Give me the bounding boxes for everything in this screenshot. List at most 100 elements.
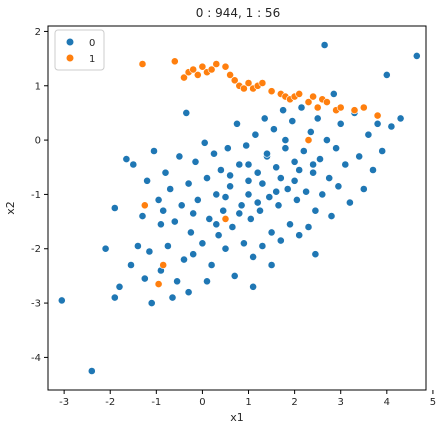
point-class-0-1 — [87, 367, 96, 375]
point-class-1-8 — [207, 65, 216, 74]
point-class-0-22 — [177, 201, 186, 210]
point-class-0-15 — [159, 206, 168, 215]
point-class-0-80 — [313, 114, 322, 123]
point-class-1-29 — [322, 98, 331, 106]
point-class-0-68 — [286, 220, 294, 229]
point-class-0-17 — [163, 242, 172, 250]
point-class-0-23 — [180, 255, 188, 264]
point-class-0-124 — [290, 176, 299, 185]
point-class-0-56 — [258, 242, 267, 250]
point-class-0-77 — [306, 127, 315, 136]
point-class-1-33 — [359, 103, 368, 112]
x-tick-label-3: 0 — [199, 397, 205, 408]
point-class-1-14 — [239, 84, 248, 93]
point-class-0-85 — [325, 174, 334, 182]
point-class-0-27 — [189, 250, 198, 259]
point-class-0-66 — [281, 144, 290, 153]
point-class-0-67 — [283, 185, 292, 193]
x-axis-ticks: -3 -2 -1 0 1 2 3 4 5 — [59, 390, 436, 408]
point-class-0-111 — [267, 261, 276, 269]
point-class-0-118 — [276, 174, 285, 182]
point-class-1-24 — [295, 90, 304, 98]
point-class-1-34 — [373, 111, 382, 120]
point-class-1-15 — [244, 79, 253, 87]
point-class-0-3 — [110, 204, 119, 212]
point-class-0-53 — [251, 130, 260, 139]
point-class-0-112 — [311, 250, 320, 259]
point-class-0-52 — [249, 252, 257, 261]
point-class-0-115 — [221, 193, 230, 201]
point-class-1-10 — [221, 62, 230, 71]
point-class-0-54 — [253, 168, 262, 177]
point-class-0-97 — [369, 166, 377, 174]
point-class-1-31 — [336, 103, 345, 112]
point-class-0-101 — [387, 122, 396, 131]
point-class-0-65 — [279, 106, 287, 115]
point-class-0-60 — [267, 228, 276, 237]
y-tick-label-2: -2 — [31, 244, 41, 255]
x-tick-label-8: 5 — [430, 397, 436, 408]
point-class-0-95 — [359, 185, 368, 193]
point-class-0-100 — [382, 71, 391, 79]
point-class-0-70 — [290, 157, 299, 166]
point-class-1-36 — [154, 280, 163, 288]
point-class-0-50 — [244, 176, 253, 185]
point-class-0-48 — [239, 239, 248, 248]
point-class-0-76 — [304, 223, 313, 231]
y-axis-ticks: -4 -3 -2 -1 0 1 2 — [31, 27, 48, 364]
point-class-1-1 — [170, 57, 179, 66]
point-class-0-28 — [191, 157, 200, 166]
point-class-0-63 — [274, 201, 283, 210]
point-class-0-119 — [295, 166, 304, 174]
point-class-0-13 — [154, 195, 163, 204]
point-class-0-24 — [182, 109, 191, 117]
point-class-0-96 — [364, 130, 373, 139]
point-class-0-30 — [198, 239, 207, 248]
point-class-0-106 — [140, 274, 149, 283]
point-class-0-57 — [260, 114, 269, 123]
point-class-0-109 — [203, 277, 211, 286]
x-tick-label-1: -2 — [105, 397, 115, 408]
point-class-0-40 — [221, 244, 230, 253]
point-class-1-2 — [180, 73, 188, 82]
point-class-0-41 — [223, 144, 232, 153]
point-class-1-26 — [309, 92, 317, 101]
point-class-0-88 — [332, 144, 340, 153]
point-class-0-78 — [309, 168, 317, 177]
point-class-1-12 — [230, 76, 239, 85]
point-class-0-4 — [115, 282, 124, 291]
point-class-0-110 — [249, 282, 257, 291]
point-class-0-72 — [295, 231, 304, 240]
point-class-0-84 — [322, 136, 331, 144]
point-class-0-75 — [302, 187, 310, 196]
point-class-0-127 — [244, 160, 253, 169]
point-class-0-16 — [161, 168, 170, 177]
point-class-0-123 — [272, 187, 281, 196]
point-class-0-33 — [205, 214, 214, 223]
point-class-0-11 — [147, 299, 156, 307]
y-axis-label: x2 — [4, 201, 17, 215]
point-class-0-125 — [309, 160, 317, 169]
point-class-0-39 — [219, 206, 228, 215]
point-class-0-82 — [318, 190, 327, 199]
point-class-0-113 — [156, 220, 165, 229]
point-class-0-12 — [150, 147, 158, 155]
point-class-0-62 — [272, 163, 281, 172]
point-class-0-107 — [168, 293, 177, 302]
point-class-0-69 — [288, 117, 297, 125]
point-class-0-55 — [256, 206, 264, 215]
y-tick-label-0: -4 — [31, 353, 41, 364]
y-tick-label-3: -1 — [31, 190, 41, 201]
point-class-0-114 — [189, 209, 198, 218]
point-class-0-0 — [57, 296, 66, 305]
point-class-0-105 — [127, 261, 135, 269]
point-class-0-73 — [297, 103, 306, 112]
point-class-0-45 — [233, 119, 241, 128]
point-class-0-8 — [138, 212, 147, 220]
point-class-0-47 — [237, 201, 246, 210]
point-class-1-4 — [189, 65, 198, 74]
point-class-0-49 — [242, 141, 251, 150]
y-tick-label-6: 2 — [35, 27, 41, 38]
point-class-1-5 — [193, 71, 202, 79]
